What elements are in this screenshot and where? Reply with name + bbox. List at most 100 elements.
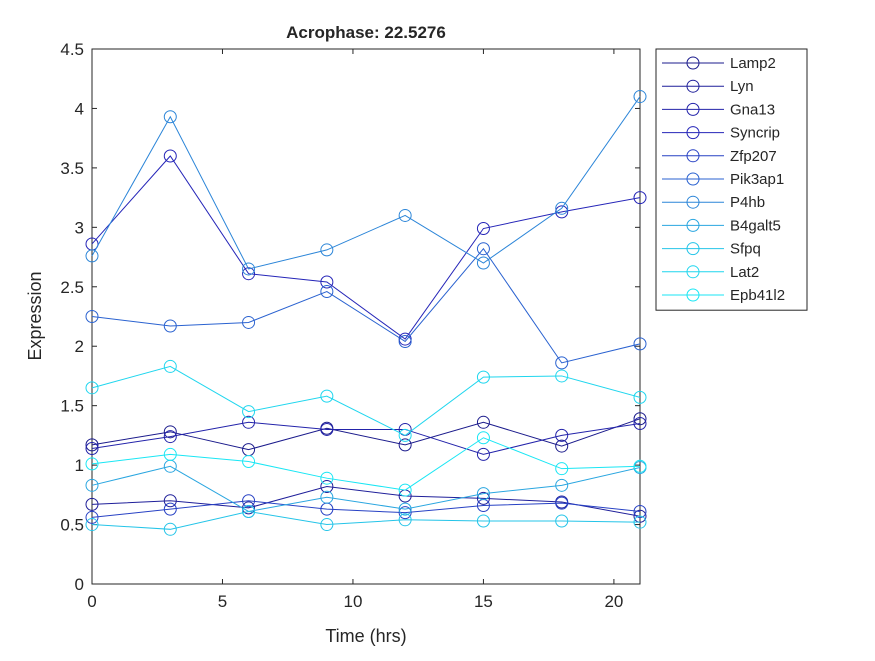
data-point xyxy=(555,514,569,528)
data-point xyxy=(320,243,334,257)
legend-item: Pik3ap1 xyxy=(662,171,784,188)
data-point xyxy=(85,518,99,532)
data-point xyxy=(555,428,569,442)
data-point xyxy=(163,502,177,516)
x-tick-label: 5 xyxy=(218,592,227,611)
legend-item: Zfp207 xyxy=(662,148,777,165)
legend-item: Epb41l2 xyxy=(662,287,785,304)
y-tick-label: 3 xyxy=(75,218,84,237)
data-point xyxy=(633,337,647,351)
series-line xyxy=(91,500,641,518)
chart-title: Acrophase: 22.5276 xyxy=(286,23,446,42)
series-line xyxy=(91,96,641,270)
data-point xyxy=(242,267,256,281)
data-point xyxy=(320,275,334,289)
data-point xyxy=(476,431,490,445)
data-point xyxy=(85,497,99,511)
data-point xyxy=(476,514,490,528)
series-sfpq xyxy=(85,504,647,536)
data-point xyxy=(85,310,99,323)
series-line xyxy=(91,510,641,530)
data-point xyxy=(163,494,177,508)
data-point xyxy=(320,471,334,485)
data-point xyxy=(476,487,490,501)
data-point xyxy=(633,390,647,404)
data-point xyxy=(320,518,334,532)
data-point xyxy=(476,370,490,384)
legend-item: Gna13 xyxy=(662,101,775,118)
y-tick-label: 1 xyxy=(75,456,84,475)
data-point xyxy=(242,405,256,419)
x-tick-label: 0 xyxy=(87,592,96,611)
legend-label: Syncrip xyxy=(730,125,780,142)
legend-label: Pik3ap1 xyxy=(730,171,784,188)
data-point xyxy=(476,256,490,270)
data-point xyxy=(85,510,99,524)
legend-swatch-marker xyxy=(686,195,700,209)
data-point xyxy=(633,90,647,104)
legend-label: Sfpq xyxy=(730,241,761,258)
data-point xyxy=(242,415,256,429)
data-point xyxy=(555,439,569,453)
data-point xyxy=(163,522,177,536)
data-point xyxy=(242,262,256,276)
legend-item: Syncrip xyxy=(662,125,780,142)
legend-item: B4galt5 xyxy=(662,217,781,234)
y-tick-label: 4 xyxy=(75,99,84,118)
data-point xyxy=(163,359,177,373)
data-point xyxy=(242,315,256,329)
legend-item: Sfpq xyxy=(662,241,761,258)
legend-swatch-marker xyxy=(686,172,700,186)
y-tick-label: 0 xyxy=(75,575,84,594)
data-point xyxy=(398,438,412,452)
data-point xyxy=(555,201,569,215)
data-point xyxy=(320,285,334,299)
data-point xyxy=(476,491,490,505)
data-point xyxy=(163,110,177,124)
data-point xyxy=(633,191,647,205)
legend-label: Epb41l2 xyxy=(730,287,785,304)
series-pik3ap1 xyxy=(85,242,647,370)
data-point xyxy=(633,417,647,430)
data-point xyxy=(398,513,412,527)
data-point xyxy=(476,222,490,236)
data-point xyxy=(320,490,334,504)
y-tick-label: 4.5 xyxy=(60,40,84,59)
legend: Lamp2 Lyn Gna13 Syncrip Zfp207 Pik3ap1 P4hb B4g… xyxy=(655,48,808,311)
series-line xyxy=(91,486,641,517)
data-point xyxy=(163,149,177,163)
data-point xyxy=(163,425,177,439)
y-axis-label: Expression xyxy=(25,271,45,360)
legend-swatch-marker xyxy=(686,149,700,163)
x-axis-label: Time (hrs) xyxy=(325,626,406,646)
data-point xyxy=(163,319,177,333)
legend-label: Gna13 xyxy=(730,101,775,118)
series-lat2 xyxy=(85,359,647,442)
data-point xyxy=(633,504,647,518)
data-point xyxy=(85,438,99,452)
data-point xyxy=(163,447,177,461)
y-tick-label: 2 xyxy=(75,337,84,356)
data-point xyxy=(398,502,412,516)
data-point xyxy=(242,455,256,469)
data-point xyxy=(398,334,412,348)
legend-label: P4hb xyxy=(730,194,765,211)
legend-item: Lyn xyxy=(662,78,754,95)
legend-label: Lyn xyxy=(730,78,754,95)
series-line xyxy=(91,465,641,513)
legend-item: P4hb xyxy=(662,194,765,211)
series-line xyxy=(91,155,641,340)
data-point xyxy=(398,483,412,497)
data-point xyxy=(633,509,647,523)
data-point xyxy=(398,428,412,442)
data-point xyxy=(633,412,647,426)
legend-swatch-marker xyxy=(686,218,700,232)
data-point xyxy=(555,462,569,476)
data-point xyxy=(555,496,569,510)
data-point xyxy=(85,441,99,455)
data-point xyxy=(320,422,334,436)
data-point xyxy=(555,369,569,383)
series-line xyxy=(91,365,641,436)
